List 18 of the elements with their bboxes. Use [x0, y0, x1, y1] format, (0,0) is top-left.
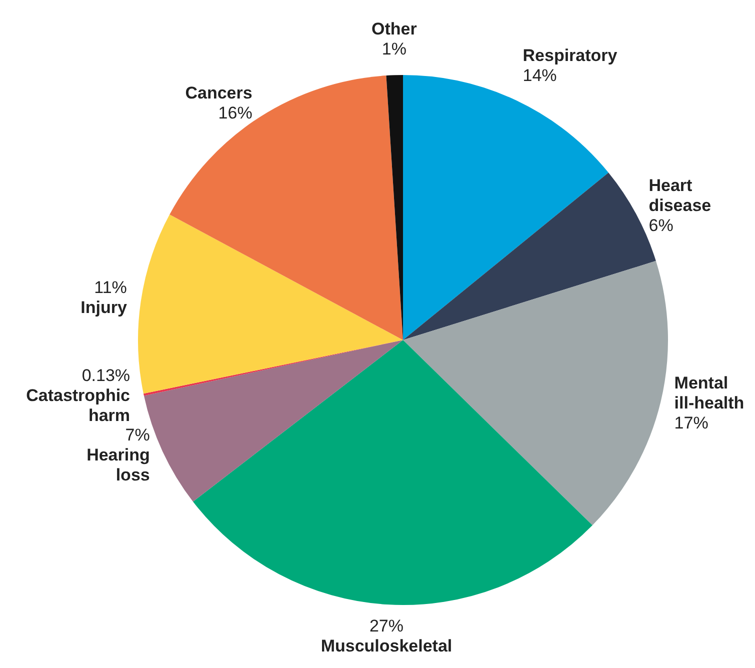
data-label: 6%: [648, 216, 674, 236]
data-label: 1%: [382, 39, 406, 58]
data-label: 0.13%: [82, 366, 130, 385]
data-label: 7%: [125, 426, 150, 445]
slice-label: Cancers: [185, 83, 252, 102]
slice-label: Respiratory: [522, 46, 618, 66]
slice-label: Catastrophic harm: [26, 386, 130, 425]
data-label: 11%: [94, 278, 127, 297]
slice-label: Injury: [80, 298, 128, 317]
slice-label: Mental ill-health: [674, 373, 744, 412]
slice-label: Heart disease: [648, 176, 712, 216]
slice-label: Musculoskeletal: [320, 636, 452, 656]
slice-label: Hearing loss: [86, 446, 150, 485]
data-label: 17%: [674, 413, 708, 432]
data-label: 14%: [522, 66, 557, 86]
data-label: 27%: [369, 616, 404, 636]
data-label: 16%: [218, 103, 252, 122]
slice-label: Other: [371, 19, 418, 38]
